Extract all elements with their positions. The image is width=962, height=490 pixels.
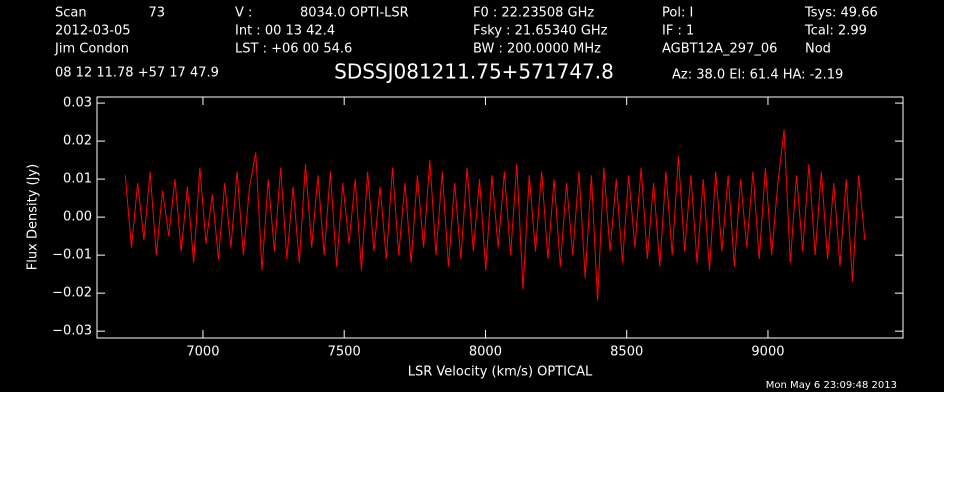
timestamp: Mon May 6 23:09:48 2013: [766, 380, 897, 391]
y-tick-label: 0.02: [63, 134, 92, 149]
y-tick-label: 0.01: [63, 172, 92, 187]
header-text: 8034.0 OPTI-LSR: [300, 6, 409, 21]
header-text: Int : 00 13 42.4: [235, 24, 335, 39]
x-tick-label: 7500: [328, 345, 361, 360]
header-text: 08 12 11.78 +57 17 47.9: [55, 66, 219, 81]
x-tick-label: 8000: [469, 345, 502, 360]
header-text: V :: [235, 6, 252, 21]
header-text: Tsys: 49.66: [804, 6, 878, 21]
header-text: Fsky : 21.65340 GHz: [473, 24, 608, 39]
chart-title: SDSSJ081211.75+571747.8: [334, 60, 614, 84]
header-text: LST : +06 00 54.6: [235, 42, 352, 57]
header-text: 73: [148, 6, 165, 21]
x-tick-label: 8500: [610, 345, 643, 360]
x-axis-label: LSR Velocity (km/s) OPTICAL: [408, 365, 593, 380]
header-text: AGBT12A_297_06: [662, 42, 777, 57]
header-text: Tcal: 2.99: [804, 24, 867, 39]
header-text: BW : 200.0000 MHz: [473, 42, 601, 57]
spectrum-line: [124, 129, 866, 301]
header-text: Az: 38.0 El: 61.4 HA: -2.19: [672, 68, 843, 83]
header-text: Scan: [55, 6, 87, 21]
x-tick-label: 9000: [751, 345, 784, 360]
y-tick-label: −0.01: [52, 248, 92, 263]
y-axis-label: Flux Density (Jy): [26, 164, 41, 270]
y-tick-label: 0.00: [63, 210, 92, 225]
header-text: Jim Condon: [54, 42, 129, 57]
header-text: IF : 1: [662, 24, 694, 39]
y-tick-label: 0.03: [63, 96, 92, 111]
y-tick-label: −0.02: [52, 286, 92, 301]
x-tick-label: 7000: [186, 345, 219, 360]
header-text: Pol: I: [662, 6, 693, 21]
header-text: F0 : 22.23508 GHz: [473, 6, 594, 21]
y-tick-label: −0.03: [52, 324, 92, 339]
header-text: Nod: [805, 42, 831, 57]
header-text: 2012-03-05: [55, 24, 131, 39]
